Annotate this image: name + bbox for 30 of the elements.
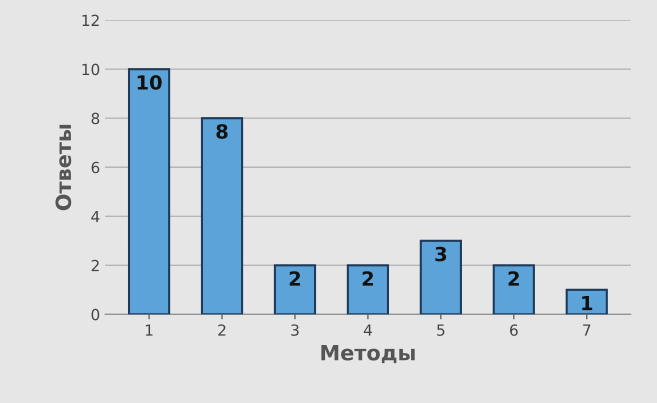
x-tick-label: 7 <box>583 324 590 336</box>
data-label: 1 <box>582 296 592 310</box>
data-label: 2 <box>508 271 519 286</box>
x-axis-title: Методы <box>321 345 415 364</box>
data-label: 2 <box>290 271 300 286</box>
x-tick-label: 6 <box>510 324 518 336</box>
x-tick-label: 4 <box>364 324 372 336</box>
x-tick-label: 3 <box>291 324 299 336</box>
bar <box>492 264 535 314</box>
x-tick-label: 5 <box>437 324 444 336</box>
y-tick-label: 8 <box>92 112 100 124</box>
y-tick-label: 0 <box>92 308 100 320</box>
y-tick-label: 6 <box>92 162 100 174</box>
y-axis-title: Ответы <box>55 124 72 210</box>
bar <box>128 68 170 314</box>
y-tick-label: 2 <box>92 260 99 272</box>
bar <box>346 264 390 314</box>
data-label: 8 <box>216 124 228 139</box>
y-tick-label: 4 <box>91 210 100 222</box>
bar <box>274 264 316 314</box>
x-tick-label: 2 <box>218 324 226 336</box>
bar <box>420 240 462 314</box>
bar <box>566 288 608 314</box>
y-tick-label: 12 <box>82 14 99 26</box>
x-tick-label: 1 <box>146 324 153 336</box>
bar <box>200 117 244 314</box>
data-label: 10 <box>138 75 162 90</box>
data-label: 3 <box>435 246 446 262</box>
y-tick-label: 10 <box>82 64 100 76</box>
data-label: 2 <box>362 271 373 286</box>
